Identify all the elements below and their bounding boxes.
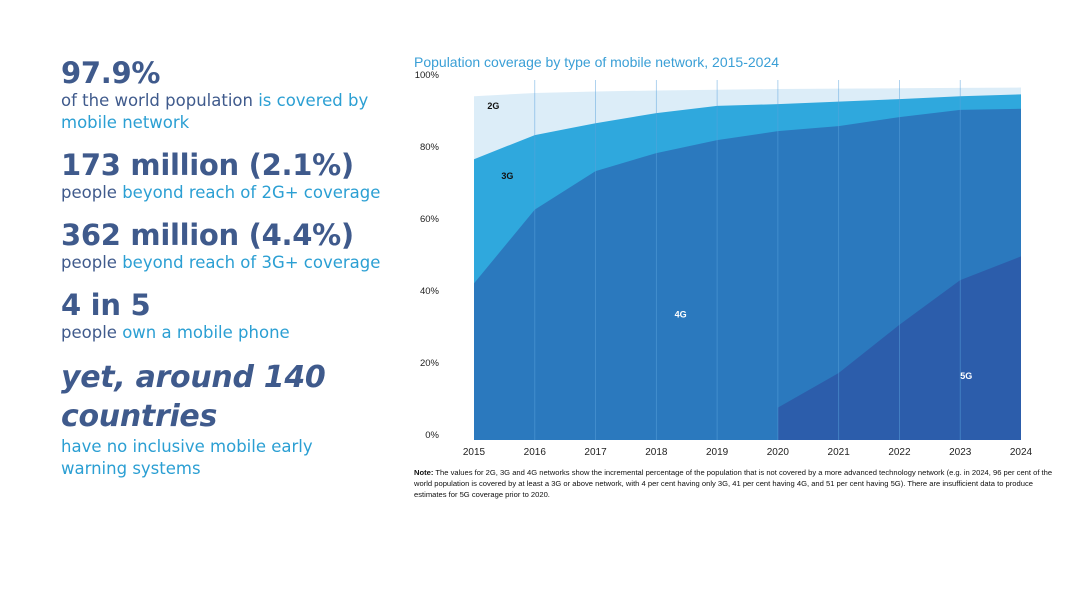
chart-gridlines xyxy=(534,80,961,440)
stat-phone-ownership: 4 in 5 people own a mobile phone xyxy=(61,288,381,344)
x-axis-ticks: 2015 2016 2017 2018 2019 2020 2021 2022 2023 2024 xyxy=(463,447,1033,458)
stat-description: people beyond reach of 3G+ coverage xyxy=(61,252,381,274)
stat-3g-gap: 362 million (4.4%) people beyond reach o… xyxy=(61,218,381,274)
desc-highlight: beyond reach of 2G+ coverage xyxy=(122,183,381,202)
x-tick-label: 2020 xyxy=(767,447,790,458)
stat-description: of the world population is covered by mo… xyxy=(61,90,381,134)
stat-headline: 173 million (2.1%) xyxy=(61,148,354,182)
y-tick-label: 0% xyxy=(425,430,439,441)
series-label-4g: 4G xyxy=(675,310,687,320)
desc-highlight: have no inclusive mobile early warning s… xyxy=(61,437,313,478)
x-tick-label: 2023 xyxy=(949,447,972,458)
desc-plain: people xyxy=(61,323,123,342)
y-tick-label: 20% xyxy=(420,358,440,369)
desc-plain: people xyxy=(61,253,123,272)
x-tick-label: 2016 xyxy=(524,447,547,458)
desc-highlight: beyond reach of 3G+ coverage xyxy=(122,253,381,272)
chart-areas xyxy=(474,87,1021,441)
y-tick-label: 100% xyxy=(415,70,440,81)
desc-plain: of the world population xyxy=(61,91,259,110)
y-tick-label: 60% xyxy=(420,214,440,225)
y-axis-ticks: 0% 20% 40% 60% 80% 100% xyxy=(415,70,440,441)
stat-early-warning: yet, around 140 countries have no inclus… xyxy=(61,358,381,480)
y-tick-label: 40% xyxy=(420,286,440,297)
stat-headline: 4 in 5 xyxy=(61,288,151,322)
x-tick-label: 2021 xyxy=(828,447,851,458)
stat-headline: yet, around 140 countries xyxy=(61,360,326,434)
x-tick-label: 2022 xyxy=(888,447,911,458)
chart-note: Note: The values for 2G, 3G and 4G netwo… xyxy=(414,467,1054,500)
stat-description: people own a mobile phone xyxy=(61,322,381,344)
desc-highlight: is covered by mobile network xyxy=(61,91,369,132)
x-tick-label: 2018 xyxy=(645,447,668,458)
series-labels: 2G 3G 4G 5G xyxy=(487,101,972,381)
series-label-3g: 3G xyxy=(501,171,513,181)
x-tick-label: 2015 xyxy=(463,447,486,458)
stat-2g-gap: 173 million (2.1%) people beyond reach o… xyxy=(61,148,381,204)
stat-description: people beyond reach of 2G+ coverage xyxy=(61,182,381,204)
desc-highlight: own a mobile phone xyxy=(122,323,290,342)
stat-headline: 97.9% xyxy=(61,56,161,90)
note-label: Note: xyxy=(414,468,434,477)
x-tick-label: 2024 xyxy=(1010,447,1033,458)
series-label-5g: 5G xyxy=(960,371,972,381)
y-tick-label: 80% xyxy=(420,142,440,153)
desc-plain: people xyxy=(61,183,123,202)
stat-coverage: 97.9% of the world population is covered… xyxy=(61,56,381,134)
x-tick-label: 2019 xyxy=(706,447,729,458)
chart-title: Population coverage by type of mobile ne… xyxy=(414,54,780,70)
note-text: The values for 2G, 3G and 4G networks sh… xyxy=(414,468,1053,499)
series-label-2g: 2G xyxy=(487,101,499,111)
stat-headline: 362 million (4.4%) xyxy=(61,218,354,252)
stats-panel: 97.9% of the world population is covered… xyxy=(61,56,381,494)
stat-description: have no inclusive mobile early warning s… xyxy=(61,436,381,480)
x-tick-label: 2017 xyxy=(584,447,607,458)
